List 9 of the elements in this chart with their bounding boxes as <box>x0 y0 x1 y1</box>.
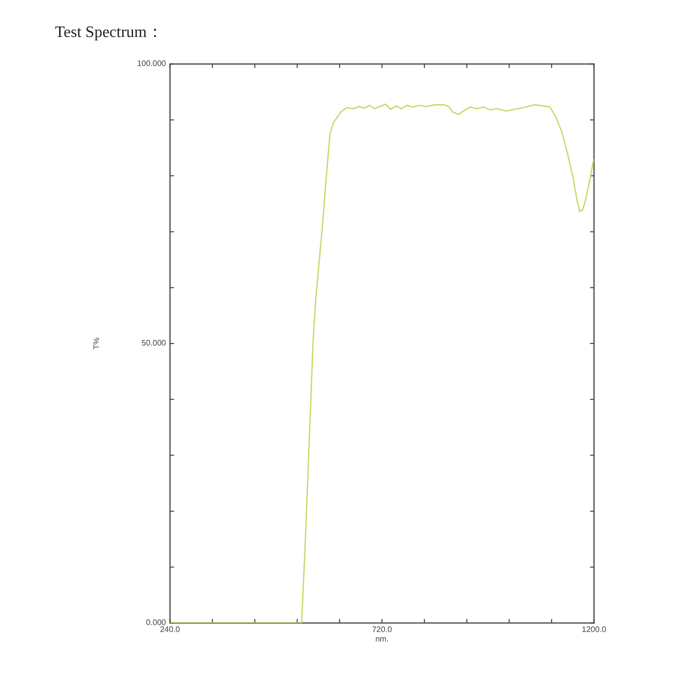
x-axis-title: nm. <box>375 634 389 644</box>
y-tick-label: 100.000 <box>137 59 167 68</box>
x-tick-label: 720.0 <box>372 625 393 634</box>
chart-title: Test Spectrum： <box>55 23 163 43</box>
y-tick-label: 50.000 <box>142 338 167 348</box>
x-tick-label: 240.0 <box>160 625 181 634</box>
x-tick-label: 1200.0 <box>582 625 607 634</box>
y-tick-label: 0.000 <box>146 618 167 628</box>
y-axis-title: T% <box>92 338 102 350</box>
